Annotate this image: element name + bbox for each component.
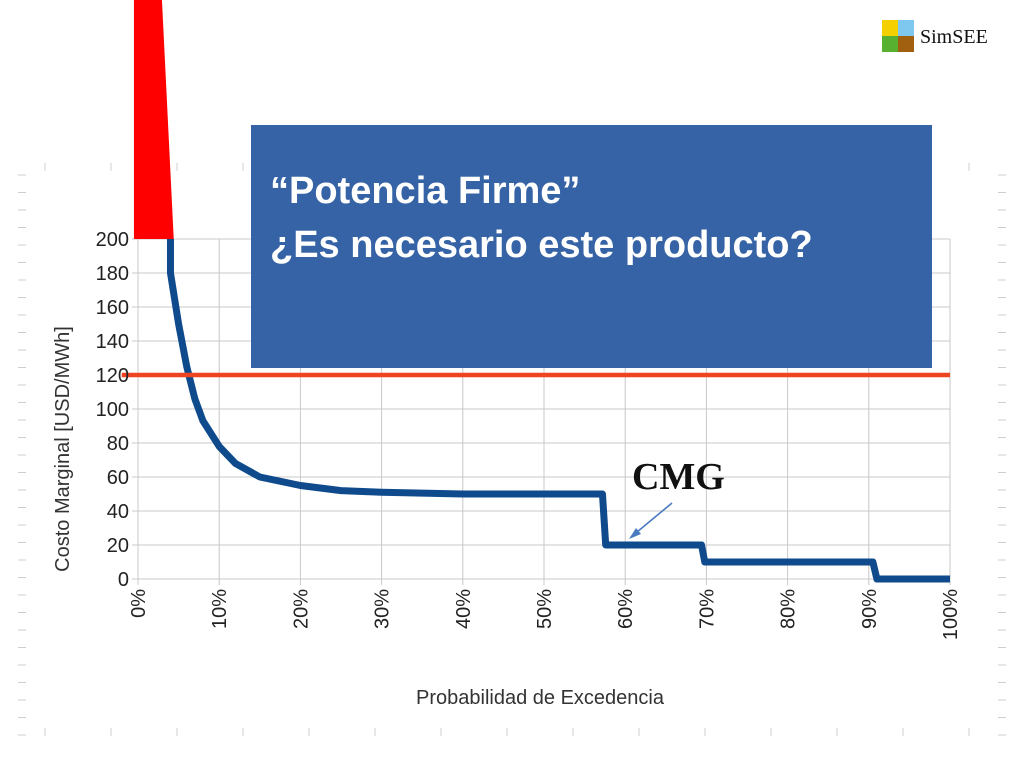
x-tick-label: 10% (209, 589, 231, 629)
title-line-2: ¿Es necesario este producto? (270, 224, 813, 266)
x-tick-label: 0% (128, 589, 150, 618)
logo-square-brown (898, 36, 914, 52)
x-tick-label: 90% (859, 589, 881, 629)
y-tick-label: 60 (107, 467, 129, 489)
logo-square-green (882, 36, 898, 52)
y-tick-label: 0 (118, 569, 129, 591)
x-tick-label: 50% (534, 589, 556, 629)
y-tick-label: 200 (96, 229, 129, 251)
y-tick-label: 100 (96, 399, 129, 421)
logo-mark (882, 20, 914, 52)
y-tick-label: 180 (96, 263, 129, 285)
x-tick-label: 30% (372, 589, 394, 629)
x-tick-label: 60% (615, 589, 637, 629)
cmg-series-line (166, 239, 950, 583)
logo-square-yellow (882, 20, 898, 36)
x-tick-label: 40% (453, 589, 475, 629)
x-tick-label: 100% (940, 589, 962, 640)
cmg-arrow (629, 502, 673, 539)
logo-text: SimSEE (920, 26, 988, 48)
y-tick-label: 20 (107, 535, 129, 557)
title-box (251, 125, 932, 368)
chart-series-layer (121, 239, 950, 583)
y-tick-label: 120 (96, 365, 129, 387)
logo-square-blue (898, 20, 914, 36)
x-tick-label: 80% (778, 589, 800, 629)
cmg-annotation: CMG (632, 456, 725, 498)
y-axis-title: Costo Marginal [USD/MWh] (52, 326, 74, 572)
off-scale-band-layer (133, 0, 174, 239)
title-line-1: “Potencia Firme” (270, 170, 581, 212)
x-tick-label: 70% (696, 589, 718, 629)
x-tick-label: 20% (290, 589, 312, 629)
x-axis-title: Probabilidad de Excedencia (416, 687, 665, 709)
y-tick-label: 40 (107, 501, 129, 523)
y-tick-label: 80 (107, 433, 129, 455)
chart-tick-labels: 0 20 40 60 80 100 120 140 160 180 200 0% 10% 20% 30% 40… (96, 229, 962, 640)
simsee-logo: SimSEE (882, 20, 1002, 54)
y-tick-label: 140 (96, 331, 129, 353)
y-tick-label: 160 (96, 297, 129, 319)
off-scale-band (133, 0, 174, 239)
